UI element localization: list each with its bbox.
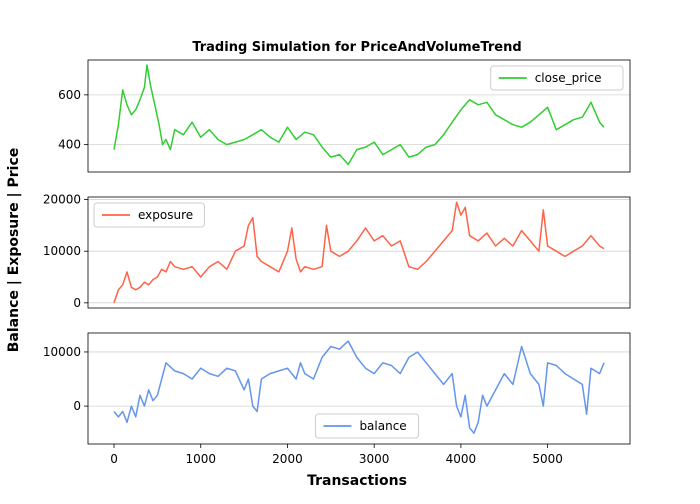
panel-exposure: 0 10000 20000 exposure: [43, 193, 631, 310]
legend-price: close_price: [490, 65, 624, 91]
series-line-exposure: [113, 201, 605, 304]
axes-frame-price: [87, 59, 631, 173]
x-tick-label-1: 1000: [185, 452, 216, 466]
x-tick-label-2: 2000: [272, 452, 303, 466]
x-axis-label: Transactions: [307, 473, 407, 489]
axes-frame-balance: [87, 332, 631, 445]
series-line-close_price: [113, 64, 605, 166]
y-tick-label-exposure-1: 10000: [43, 244, 81, 258]
x-tick-label-3: 3000: [359, 452, 390, 466]
x-tick-label-4: 4000: [446, 452, 477, 466]
panel-price: 400 600 close_price: [58, 59, 631, 173]
panel-balance: 0 10000 0 1000 2000 3000 4000 5000 balance: [43, 332, 631, 466]
legend-box-balance: [314, 413, 420, 439]
y-tick-label-exposure-2: 20000: [43, 193, 81, 207]
axes-frame-exposure: [87, 196, 631, 309]
legend-label-close_price: close_price: [535, 71, 602, 85]
y-tick-label-balance-0: 0: [73, 399, 81, 413]
y-tick-label-exposure-0: 0: [73, 296, 81, 310]
chart-panels: 400600close_price01000020000exposure0100…: [43, 59, 631, 466]
legend-label-balance: balance: [359, 419, 406, 433]
y-tick-label-price-0: 400: [58, 138, 81, 152]
legend-box-price: [490, 65, 624, 91]
legend-balance: balance: [314, 413, 420, 439]
y-axis-label: Balance | Exposure | Price: [6, 148, 22, 353]
legend-box-exposure: [93, 202, 205, 228]
series-line-balance: [113, 340, 605, 434]
legend-label-exposure: exposure: [138, 208, 193, 222]
legend-exposure: exposure: [93, 202, 205, 228]
y-tick-label-price-1: 600: [58, 88, 81, 102]
chart-title: Trading Simulation for PriceAndVolumeTre…: [192, 40, 521, 55]
y-tick-label-balance-1: 10000: [43, 345, 81, 359]
x-tick-label-0: 0: [110, 452, 118, 466]
x-tick-label-5: 5000: [532, 452, 563, 466]
